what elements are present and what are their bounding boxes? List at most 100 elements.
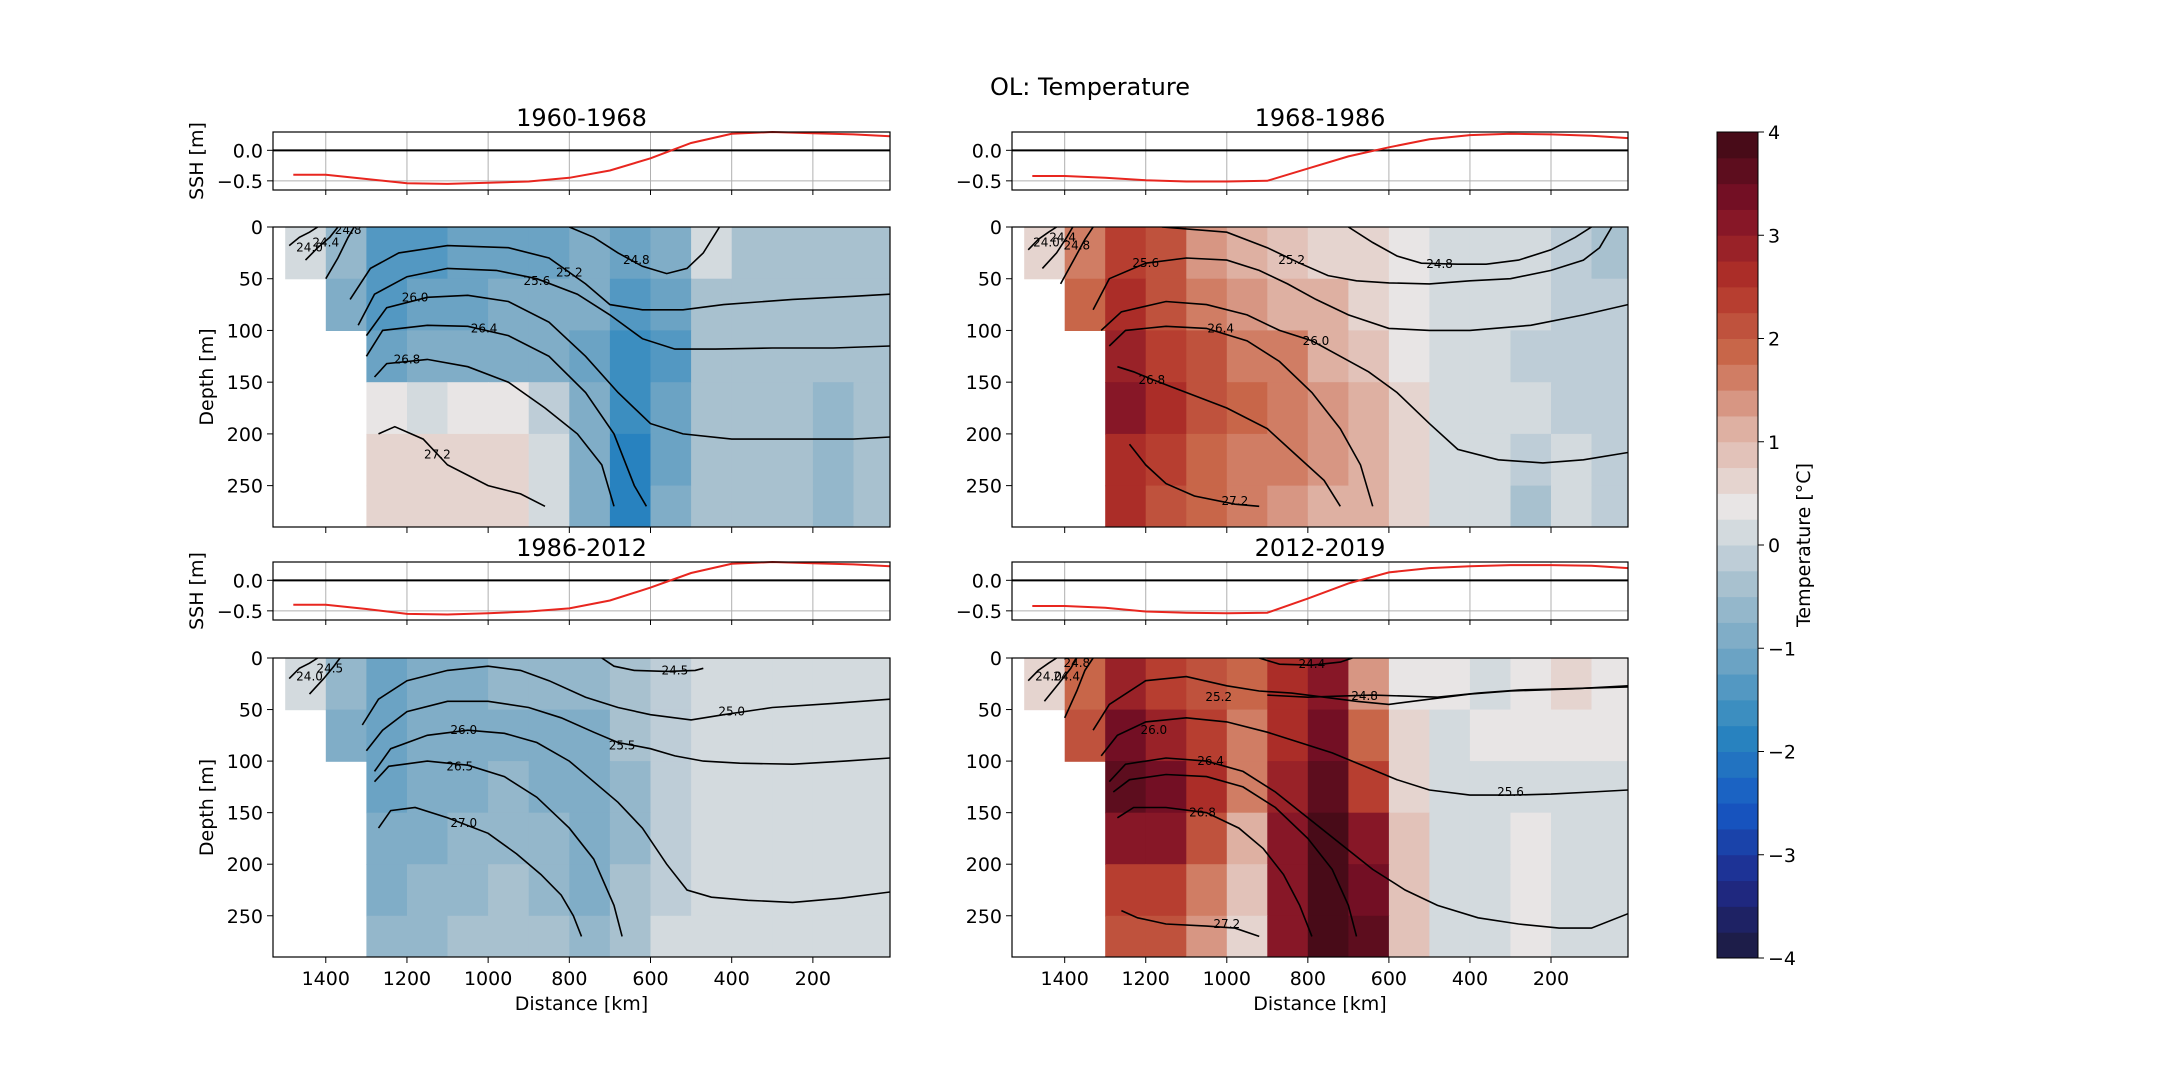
ssh-ytick-label: 0.0 bbox=[233, 570, 263, 592]
contour-label: 25.5 bbox=[609, 739, 636, 753]
temperature-cell bbox=[488, 278, 530, 331]
temperature-cell bbox=[1551, 915, 1593, 957]
temperature-cell bbox=[731, 330, 773, 383]
depth-ytick-label: 150 bbox=[966, 372, 1002, 394]
temperature-cell bbox=[1551, 382, 1593, 435]
temperature-cell bbox=[1388, 330, 1430, 383]
temperature-cell bbox=[1469, 278, 1511, 331]
temperature-cell bbox=[609, 864, 652, 917]
colorbar-swatch bbox=[1717, 803, 1758, 830]
temperature-cell bbox=[1388, 278, 1430, 331]
temperature-cell bbox=[407, 658, 449, 711]
density-contour bbox=[1128, 443, 1260, 508]
temperature-cell bbox=[569, 812, 611, 865]
contour-label: 24.4 bbox=[1299, 657, 1326, 671]
temperature-cell bbox=[528, 227, 570, 280]
temperature-cell bbox=[691, 382, 733, 435]
temperature-cell bbox=[853, 382, 890, 435]
density-contour bbox=[373, 358, 615, 507]
temperature-cell bbox=[772, 864, 814, 917]
temperature-cell bbox=[1591, 915, 1628, 957]
density-contour bbox=[349, 244, 890, 311]
depth-ytick-label: 50 bbox=[978, 700, 1002, 722]
temperature-cell bbox=[1145, 658, 1187, 711]
temperature-cell bbox=[650, 485, 692, 527]
temperature-cell bbox=[1267, 658, 1309, 711]
panel-ssh-0: 1960-1968 0.0 −0.5 SSH [m] bbox=[186, 104, 891, 200]
temperature-cell bbox=[1551, 278, 1593, 331]
temperature-cell bbox=[1186, 227, 1228, 280]
depth-ytick-label: 0 bbox=[990, 217, 1002, 239]
temperature-cell bbox=[569, 709, 611, 762]
temperature-cell bbox=[1591, 382, 1628, 435]
temperature-cell bbox=[1348, 278, 1390, 331]
temperature-cell bbox=[1591, 433, 1628, 487]
temperature-cell bbox=[1388, 485, 1430, 527]
temperature-cell bbox=[1186, 433, 1228, 487]
temperature-cell bbox=[1551, 330, 1593, 383]
temperature-cell bbox=[407, 227, 449, 280]
panel-ssh-4: 1986-2012 0.0 −0.5 SSH [m] bbox=[186, 534, 891, 630]
temperature-cell bbox=[447, 658, 489, 711]
temperature-cell bbox=[731, 227, 773, 280]
distance-xtick-label: 1400 bbox=[1041, 968, 1089, 990]
contour-label: 25.2 bbox=[1205, 690, 1232, 704]
temperature-cell bbox=[1591, 278, 1628, 331]
colorbar-swatch bbox=[1717, 545, 1758, 572]
temperature-cell bbox=[1429, 382, 1471, 435]
temperature-cell bbox=[1469, 864, 1511, 917]
temperature-cell bbox=[407, 761, 449, 814]
temperature-cell bbox=[772, 812, 814, 865]
temperature-cell bbox=[569, 330, 611, 383]
colorbar-swatch bbox=[1717, 415, 1758, 443]
temperature-cell bbox=[650, 278, 692, 331]
distance-xtick-label: 1000 bbox=[1203, 968, 1251, 990]
temperature-cell bbox=[1510, 227, 1552, 280]
contour-label: 24.8 bbox=[1426, 257, 1453, 271]
temperature-cell bbox=[528, 709, 570, 762]
temperature-cell bbox=[772, 433, 814, 487]
depth-ylabel: Depth [m] bbox=[196, 759, 218, 856]
temperature-cell bbox=[1469, 915, 1511, 957]
temperature-cell bbox=[1307, 709, 1349, 762]
section-field: 24.024.424.825.6 25.2 24.826.026.426.827.2 bbox=[1024, 227, 1628, 527]
ssh-ytick-label: 0.0 bbox=[972, 570, 1002, 592]
temperature-cell bbox=[731, 709, 773, 762]
contour-label: 24.8 bbox=[1063, 239, 1090, 253]
temperature-cell bbox=[1348, 812, 1390, 865]
distance-xlabel: Distance [km] bbox=[515, 993, 648, 1015]
contour-label: 27.0 bbox=[450, 816, 477, 830]
density-contour bbox=[1059, 227, 1094, 285]
colorbar-swatch bbox=[1717, 828, 1758, 856]
contour-label: 24.0 bbox=[1033, 236, 1060, 250]
density-contour bbox=[365, 324, 648, 507]
temperature-cell bbox=[1388, 761, 1430, 814]
temperature-cell bbox=[853, 227, 890, 280]
temperature-cell bbox=[650, 330, 692, 383]
panel-title: 1986-2012 bbox=[516, 534, 647, 562]
panel-title: 2012-2019 bbox=[1255, 534, 1386, 562]
ssh-axes-frame bbox=[1011, 561, 1629, 621]
colorbar-swatch bbox=[1717, 312, 1758, 339]
temperature-cell bbox=[366, 485, 408, 527]
depth-ytick-label: 250 bbox=[227, 906, 263, 928]
temperature-cell bbox=[609, 485, 652, 527]
ssh-ytick-label: −0.5 bbox=[217, 601, 263, 623]
temperature-cell bbox=[528, 658, 570, 711]
temperature-cell bbox=[447, 864, 489, 917]
colorbar-swatch bbox=[1717, 751, 1758, 778]
temperature-cell bbox=[1307, 382, 1349, 435]
colorbar-swatch bbox=[1717, 648, 1758, 675]
temperature-cell bbox=[1429, 330, 1471, 383]
depth-ytick-label: 0 bbox=[251, 217, 263, 239]
temperature-cell bbox=[731, 382, 773, 435]
temperature-cell bbox=[1510, 709, 1552, 762]
temperature-cell bbox=[1591, 485, 1628, 527]
section-field: 24.024.5 24.525.026.025.526.527.0 bbox=[285, 658, 890, 957]
colorbar-swatch bbox=[1717, 183, 1758, 210]
section-field: 24.024.424.8 24.425.2 24.826.025.626.426.8… bbox=[1024, 657, 1628, 957]
temperature-cell bbox=[1145, 864, 1187, 917]
temperature-cell bbox=[1226, 864, 1268, 917]
temperature-cell bbox=[609, 709, 652, 762]
temperature-cell bbox=[609, 330, 652, 383]
